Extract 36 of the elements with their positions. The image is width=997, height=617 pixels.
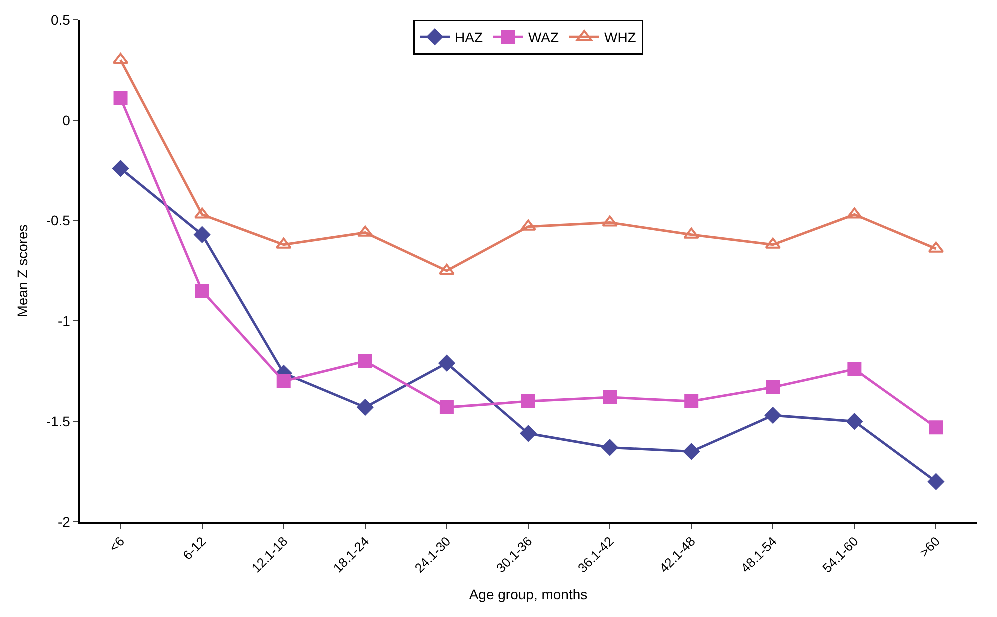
point [602, 440, 618, 456]
point [603, 390, 618, 404]
y-tick-label: 0.5 [50, 12, 71, 28]
legend-label: HAZ [455, 30, 484, 46]
point [766, 380, 780, 394]
point [440, 400, 454, 415]
point [195, 284, 210, 298]
point [438, 355, 456, 372]
y-tick-label: -2 [58, 514, 71, 530]
x-axis-title: Age group, months [469, 586, 588, 603]
point [358, 354, 372, 368]
x-tick-label: >60 [916, 534, 943, 560]
point [683, 444, 700, 460]
point [764, 407, 782, 424]
point [602, 216, 618, 227]
y-tick-label: 0 [62, 112, 71, 128]
point [520, 220, 536, 231]
y-tick-label: -0.5 [46, 212, 71, 229]
x-tick-label: <6 [106, 534, 128, 556]
legend-label: WAZ [528, 30, 560, 46]
point [112, 160, 129, 177]
point [928, 474, 944, 490]
point [929, 420, 944, 435]
point [848, 362, 862, 376]
point [520, 426, 537, 442]
point [846, 413, 863, 430]
point [276, 374, 291, 388]
y-axis-title: Mean Z scores [14, 224, 30, 318]
point [522, 394, 536, 409]
y-tick-label: -1.5 [46, 414, 71, 430]
point [684, 394, 699, 409]
legend-label: WHZ [604, 30, 637, 46]
point [357, 399, 374, 416]
y-tick-label: -1 [58, 313, 71, 330]
x-tick-label: 6-12 [180, 534, 210, 563]
point [194, 226, 210, 244]
